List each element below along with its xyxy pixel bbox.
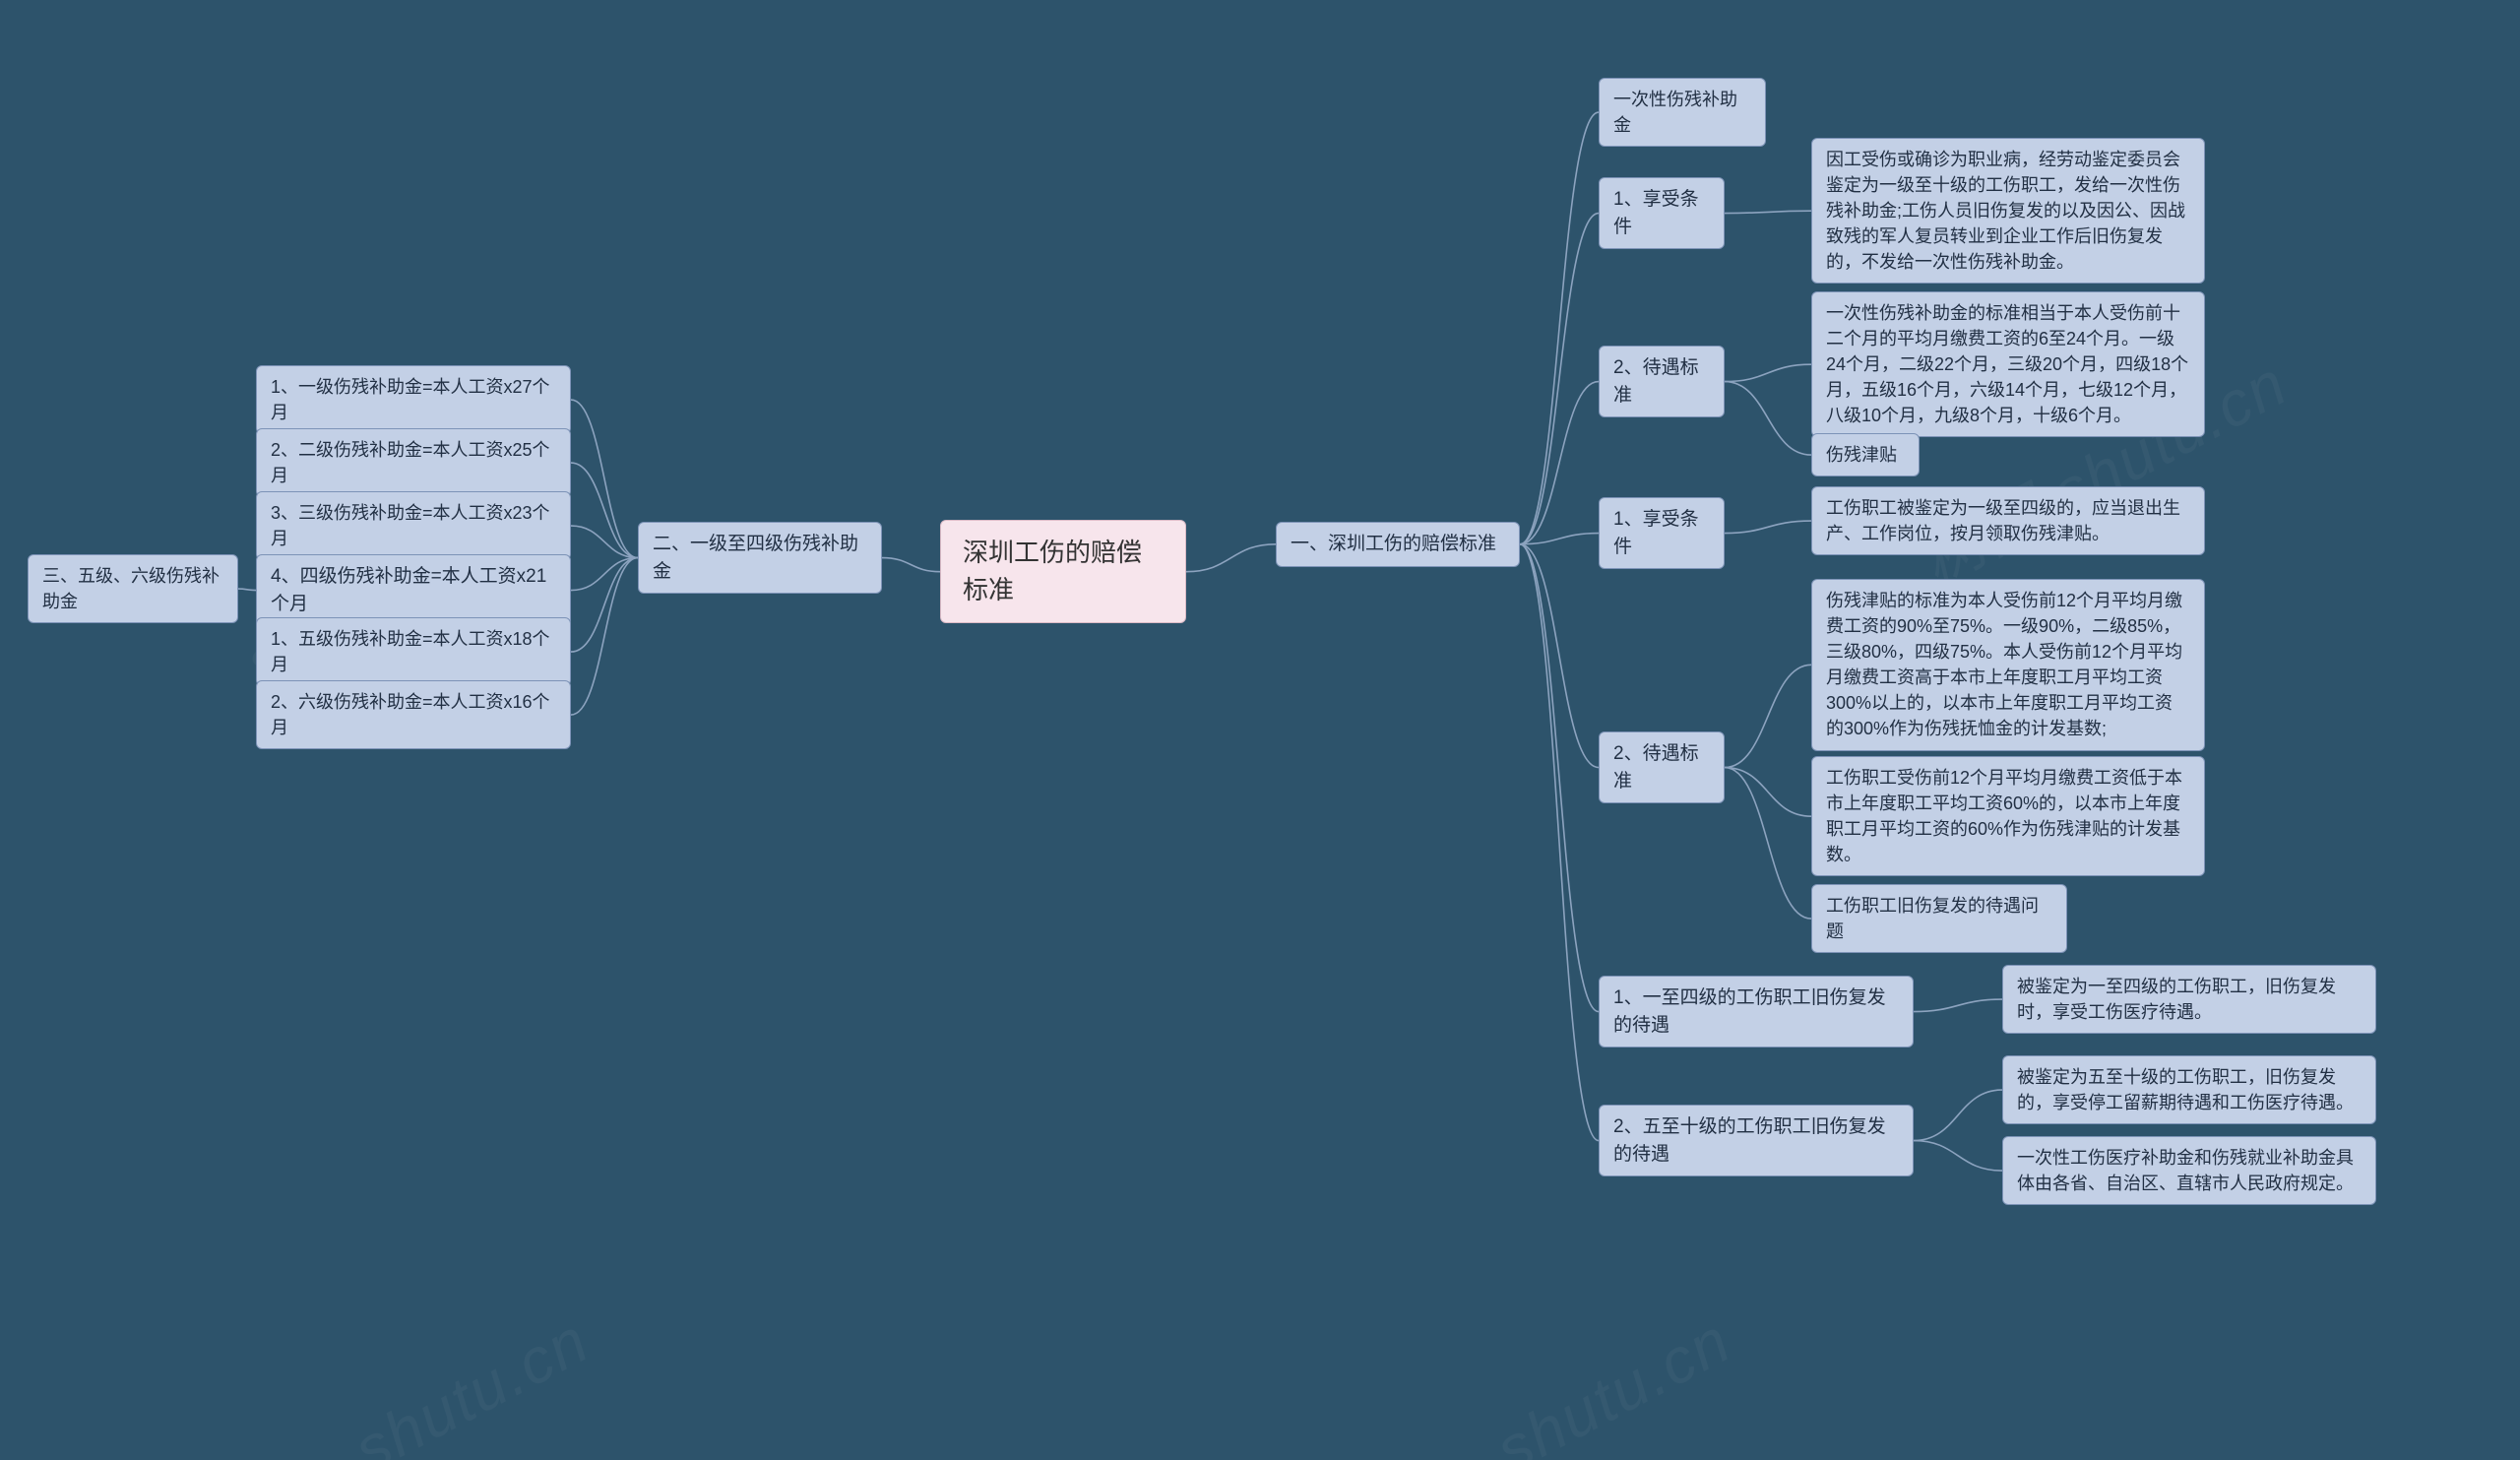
mindmap-node-l0d[interactable]: 4、四级伤残补助金=本人工资x21个月	[256, 554, 571, 626]
mindmap-node-r0e1[interactable]: 伤残津贴的标准为本人受伤前12个月平均月缴费工资的90%至75%。一级90%，二…	[1811, 579, 2205, 751]
connector	[1520, 544, 1599, 768]
mindmap-node-r0[interactable]: 一、深圳工伤的赔偿标准	[1276, 522, 1520, 567]
connector	[1520, 214, 1599, 544]
connector	[238, 589, 256, 590]
node-label: 1、一至四级的工伤职工旧伤复发的待遇	[1613, 984, 1899, 1039]
mindmap-root-node[interactable]: 深圳工伤的赔偿标准	[940, 520, 1186, 623]
connector	[1725, 768, 1811, 920]
node-label: 工伤职工被鉴定为一级至四级的，应当退出生产、工作岗位，按月领取伤残津贴。	[1826, 495, 2190, 546]
connector	[1725, 521, 1811, 533]
mindmap-node-l0b[interactable]: 2、二级伤残补助金=本人工资x25个月	[256, 428, 571, 497]
node-label: 工伤职工受伤前12个月平均月缴费工资低于本市上年度职工平均工资60%的，以本市上…	[1826, 765, 2190, 867]
node-label: 1、享受条件	[1613, 506, 1710, 560]
mindmap-node-r0b1[interactable]: 因工受伤或确诊为职业病，经劳动鉴定委员会鉴定为一级至十级的工伤职工，发给一次性伤…	[1811, 138, 2205, 284]
connector	[1520, 382, 1599, 544]
mindmap-node-r0g1[interactable]: 被鉴定为五至十级的工伤职工，旧伤复发的，享受停工留薪期待遇和工伤医疗待遇。	[2002, 1055, 2376, 1124]
node-label: 3、三级伤残补助金=本人工资x23个月	[271, 500, 556, 551]
node-label: 2、待遇标准	[1613, 354, 1710, 409]
mindmap-node-r0g[interactable]: 2、五至十级的工伤职工旧伤复发的待遇	[1599, 1105, 1914, 1176]
node-label: 一次性伤残补助金	[1613, 87, 1751, 138]
connector	[1520, 544, 1599, 1141]
connector	[571, 558, 638, 716]
mindmap-node-l0a[interactable]: 1、一级伤残补助金=本人工资x27个月	[256, 365, 571, 434]
node-label: 1、五级伤残补助金=本人工资x18个月	[271, 626, 556, 677]
mindmap-node-r0c1[interactable]: 一次性伤残补助金的标准相当于本人受伤前十二个月的平均月缴费工资的6至24个月。一…	[1811, 291, 2205, 437]
connector	[1520, 112, 1599, 544]
node-label: 一次性伤残补助金的标准相当于本人受伤前十二个月的平均月缴费工资的6至24个月。一…	[1826, 300, 2190, 428]
node-label: 4、四级伤残补助金=本人工资x21个月	[271, 563, 556, 617]
connector	[1725, 364, 1811, 381]
node-label: 伤残津贴的标准为本人受伤前12个月平均月缴费工资的90%至75%。一级90%，二…	[1826, 588, 2190, 742]
mindmap-node-r0b[interactable]: 1、享受条件	[1599, 177, 1725, 249]
mindmap-node-l0f[interactable]: 2、六级伤残补助金=本人工资x16个月	[256, 680, 571, 749]
node-label: 深圳工伤的赔偿标准	[963, 535, 1164, 608]
node-label: 1、享受条件	[1613, 186, 1710, 240]
connector	[882, 558, 940, 572]
mindmap-node-r0f1[interactable]: 被鉴定为一至四级的工伤职工，旧伤复发时，享受工伤医疗待遇。	[2002, 965, 2376, 1034]
mindmap-node-l0c[interactable]: 3、三级伤残补助金=本人工资x23个月	[256, 491, 571, 560]
node-label: 2、二级伤残补助金=本人工资x25个月	[271, 437, 556, 488]
mindmap-node-ll0[interactable]: 三、五级、六级伤残补助金	[28, 554, 238, 623]
node-label: 二、一级至四级伤残补助金	[653, 531, 867, 585]
mindmap-node-r0c2[interactable]: 伤残津贴	[1811, 433, 1920, 476]
mindmap-node-l0[interactable]: 二、一级至四级伤残补助金	[638, 522, 882, 594]
mindmap-node-r0g2[interactable]: 一次性工伤医疗补助金和伤残就业补助金具体由各省、自治区、直辖市人民政府规定。	[2002, 1136, 2376, 1205]
mindmap-node-r0d[interactable]: 1、享受条件	[1599, 497, 1725, 569]
node-label: 1、一级伤残补助金=本人工资x27个月	[271, 374, 556, 425]
node-label: 一、深圳工伤的赔偿标准	[1291, 531, 1496, 558]
mindmap-node-r0f[interactable]: 1、一至四级的工伤职工旧伤复发的待遇	[1599, 976, 1914, 1047]
node-label: 因工受伤或确诊为职业病，经劳动鉴定委员会鉴定为一级至十级的工伤职工，发给一次性伤…	[1826, 147, 2190, 275]
connector	[1725, 382, 1811, 456]
node-label: 三、五级、六级伤残补助金	[42, 563, 223, 614]
connector	[1725, 768, 1811, 817]
node-label: 一次性工伤医疗补助金和伤残就业补助金具体由各省、自治区、直辖市人民政府规定。	[2017, 1145, 2362, 1196]
node-label: 2、六级伤残补助金=本人工资x16个月	[271, 689, 556, 740]
node-label: 工伤职工旧伤复发的待遇问题	[1826, 893, 2052, 944]
mindmap-node-l0e[interactable]: 1、五级伤残补助金=本人工资x18个月	[256, 617, 571, 686]
mindmap-node-r0e3[interactable]: 工伤职工旧伤复发的待遇问题	[1811, 884, 2067, 953]
mindmap-node-r0d1[interactable]: 工伤职工被鉴定为一级至四级的，应当退出生产、工作岗位，按月领取伤残津贴。	[1811, 486, 2205, 555]
connector	[1914, 1090, 2002, 1140]
node-label: 2、待遇标准	[1613, 740, 1710, 794]
connector	[1914, 999, 2002, 1011]
node-label: 被鉴定为一至四级的工伤职工，旧伤复发时，享受工伤医疗待遇。	[2017, 974, 2362, 1025]
connector	[1725, 665, 1811, 767]
connector	[571, 400, 638, 557]
mindmap-node-r0e[interactable]: 2、待遇标准	[1599, 731, 1725, 803]
connector	[1186, 544, 1276, 572]
node-label: 2、五至十级的工伤职工旧伤复发的待遇	[1613, 1113, 1899, 1168]
mindmap-node-r0c[interactable]: 2、待遇标准	[1599, 346, 1725, 417]
connector	[1914, 1141, 2002, 1172]
mindmap-node-r0a[interactable]: 一次性伤残补助金	[1599, 78, 1766, 147]
node-label: 被鉴定为五至十级的工伤职工，旧伤复发的，享受停工留薪期待遇和工伤医疗待遇。	[2017, 1064, 2362, 1115]
connector	[1520, 544, 1599, 1012]
mindmap-node-r0e2[interactable]: 工伤职工受伤前12个月平均月缴费工资低于本市上年度职工平均工资60%的，以本市上…	[1811, 756, 2205, 876]
connector	[1725, 211, 1811, 213]
node-label: 伤残津贴	[1826, 442, 1897, 468]
